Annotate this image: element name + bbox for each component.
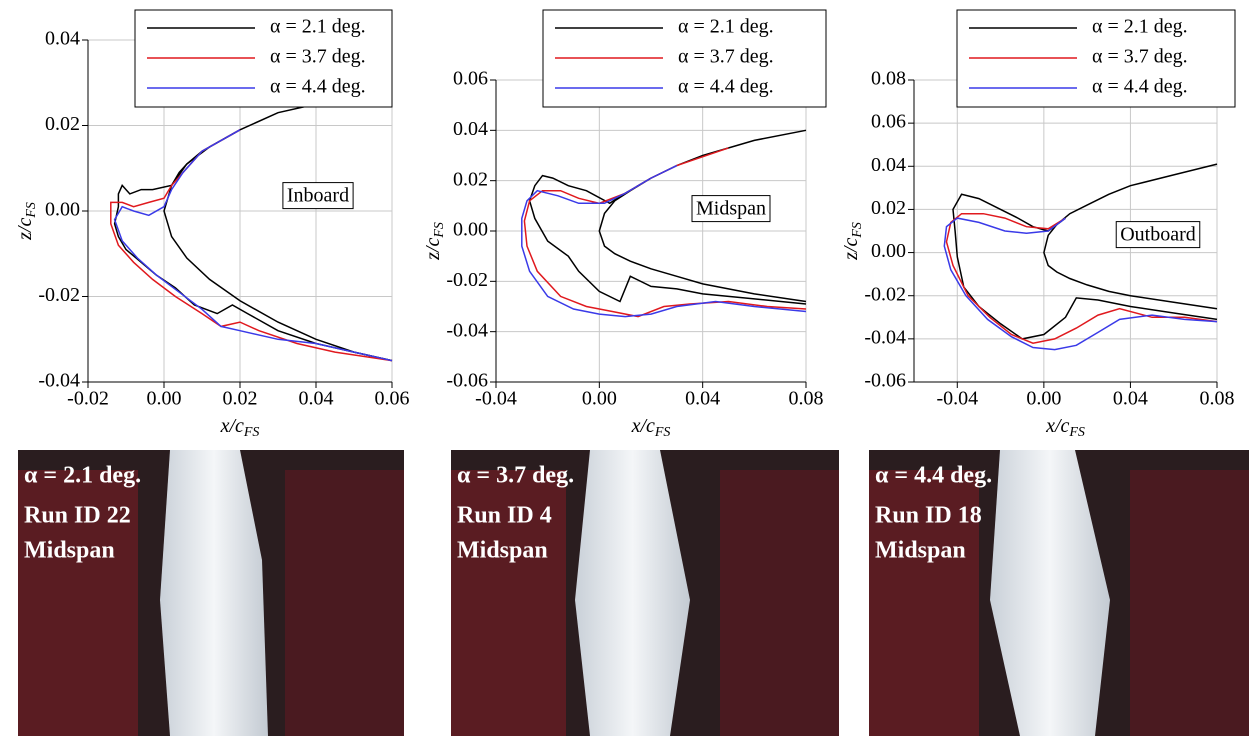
annotation-box	[691, 195, 771, 223]
y-tick-label: 0.00	[45, 199, 80, 221]
legend: α = 2.1 deg. α = 3.7 deg. α = 4.4 deg.	[134, 9, 393, 108]
photo-caption: Midspan	[24, 538, 115, 564]
x-axis-label: x/cFS	[1045, 415, 1085, 441]
series-line	[528, 174, 807, 305]
y-tick-label: 0.06	[871, 111, 906, 133]
y-axis-label-main: z/c	[14, 218, 36, 241]
annotation-box	[282, 182, 354, 210]
legend: α = 2.1 deg. α = 3.7 deg. α = 4.4 deg.	[956, 9, 1236, 108]
photo-caption: Run ID 4	[457, 503, 552, 529]
y-tick-label: -0.06	[446, 370, 488, 392]
legend: α = 2.1 deg. α = 3.7 deg. α = 4.4 deg.	[542, 9, 827, 108]
x-tick-label: 0.04	[299, 388, 334, 410]
x-tick-label: 0.08	[789, 388, 824, 410]
legend-label: α = 2.1 deg.	[1092, 16, 1188, 38]
series-line	[113, 129, 393, 362]
y-axis-label-main: z/c	[422, 238, 444, 261]
series-line	[521, 164, 807, 318]
photo-caption: Run ID 22	[24, 503, 131, 529]
photo: α = 4.4 deg. Run ID 18 Midspan	[869, 450, 1249, 736]
photos: α = 2.1 deg. Run ID 22 Midspan α = 3.7 d…	[18, 450, 1249, 736]
x-axis-label-sub: FS	[654, 425, 671, 440]
y-tick-label: 0.02	[871, 197, 906, 219]
photo: α = 3.7 deg. Run ID 4 Midspan	[451, 450, 839, 736]
y-tick-label: -0.06	[864, 370, 906, 392]
annotation-box	[1115, 221, 1201, 249]
x-tick-label: 0.08	[1200, 388, 1235, 410]
series-line	[943, 217, 1218, 351]
legend-label: α = 2.1 deg.	[270, 16, 366, 38]
legend-label: α = 3.7 deg.	[1092, 46, 1188, 68]
x-tick-label: 0.04	[1113, 388, 1148, 410]
x-axis-label-main: x/c	[220, 415, 244, 437]
x-tick-label: 0.00	[1026, 388, 1061, 410]
y-axis-label-sub: FS	[850, 222, 865, 239]
legend-label: α = 3.7 deg.	[270, 46, 366, 68]
legend-label: α = 2.1 deg.	[678, 16, 774, 38]
chart: -0.04-0.020.000.020.04-0.02 0.00 0.02 0.04 0…	[14, 9, 410, 441]
x-axis-label-main: x/c	[1045, 415, 1069, 437]
series-line	[113, 129, 393, 362]
legend-label: α = 4.4 deg.	[678, 76, 774, 98]
y-tick-label: -0.02	[38, 284, 80, 306]
y-tick-label: 0.02	[453, 168, 488, 190]
series-line	[945, 212, 1218, 344]
photo-caption: Midspan	[875, 538, 966, 564]
x-axis-label: x/cFS	[631, 415, 671, 441]
y-tick-label: 0.04	[871, 154, 906, 176]
photo-caption: α = 4.4 deg.	[875, 463, 992, 489]
x-axis-label-sub: FS	[243, 425, 260, 440]
y-axis-label: z/cFS	[840, 222, 866, 261]
y-tick-label: 0.06	[453, 68, 488, 90]
y-axis-label: z/cFS	[14, 202, 40, 241]
y-tick-label: -0.04	[446, 319, 488, 341]
y-axis-label-sub: FS	[24, 202, 39, 219]
x-axis-label-sub: FS	[1068, 425, 1085, 440]
y-tick-label: 0.00	[453, 219, 488, 241]
legend-label: α = 3.7 deg.	[678, 46, 774, 68]
x-tick-label: 0.00	[582, 388, 617, 410]
annotation: Inboard	[287, 185, 349, 207]
y-axis-label: z/cFS	[422, 222, 448, 261]
y-tick-label: -0.04	[864, 326, 906, 348]
y-axis-label-main: z/c	[840, 238, 862, 261]
x-tick-label: 0.02	[223, 388, 258, 410]
x-tick-label: -0.02	[67, 388, 109, 410]
x-tick-label: 0.06	[375, 388, 410, 410]
y-tick-label: 0.00	[871, 240, 906, 262]
y-tick-label: -0.02	[864, 283, 906, 305]
photo-caption: α = 2.1 deg.	[24, 463, 141, 489]
series-line	[163, 90, 393, 362]
chart: -0.06 -0.04 -0.02 0.00 0.02 0.04 0.06 0.08 -0.04…	[840, 9, 1236, 441]
series-line	[1043, 163, 1218, 310]
series-line	[523, 147, 807, 318]
annotation: Outboard	[1120, 224, 1196, 246]
x-axis-label-main: x/c	[631, 415, 655, 437]
y-tick-label: 0.04	[453, 118, 488, 140]
y-axis-label-sub: FS	[432, 222, 447, 239]
y-tick-label: 0.02	[45, 113, 80, 135]
legend-label: α = 4.4 deg.	[1092, 76, 1188, 98]
x-tick-label: 0.04	[685, 388, 720, 410]
photo-caption: α = 3.7 deg.	[457, 463, 574, 489]
x-tick-label: -0.04	[936, 388, 978, 410]
y-tick-label: -0.04	[38, 370, 80, 392]
x-tick-label: -0.04	[475, 388, 517, 410]
series-line	[110, 129, 393, 362]
y-tick-label: 0.08	[871, 68, 906, 90]
y-tick-label: -0.02	[446, 269, 488, 291]
annotation: Midspan	[696, 198, 766, 220]
legend-label: α = 4.4 deg.	[270, 76, 366, 98]
photo-caption: Run ID 18	[875, 503, 982, 529]
y-tick-label: 0.04	[45, 28, 80, 50]
photo-caption: Midspan	[457, 538, 548, 564]
chart: -0.06-0.04-0.020.000.020.040.06-0.04 0.00…	[422, 9, 827, 441]
x-tick-label: 0.00	[147, 388, 182, 410]
x-axis-label: x/cFS	[220, 415, 260, 441]
photo: α = 2.1 deg. Run ID 22 Midspan	[18, 450, 404, 736]
